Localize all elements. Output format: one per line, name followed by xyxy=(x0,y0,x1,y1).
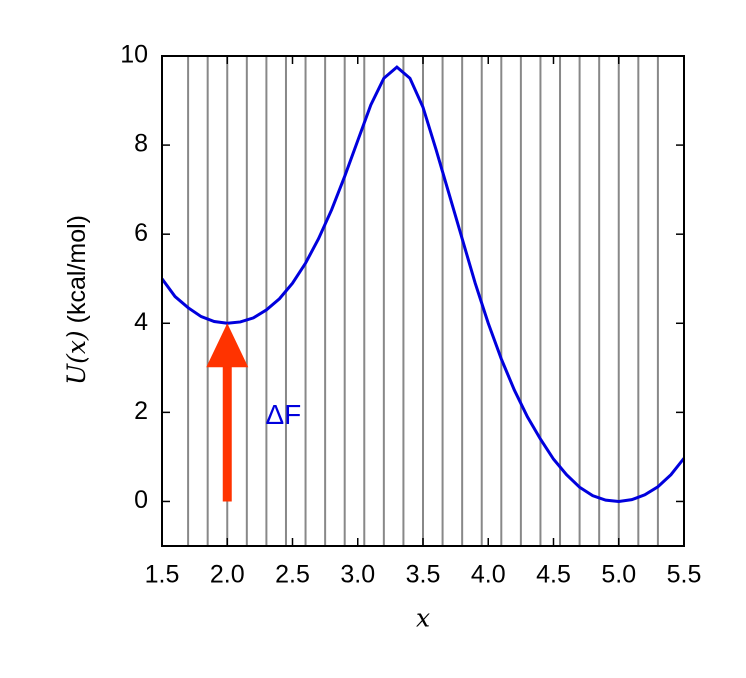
y-tick-label: 4 xyxy=(134,308,148,336)
x-tick-label: 4.0 xyxy=(471,561,506,589)
y-tick-label: 8 xyxy=(134,130,148,158)
y-tick-label: 2 xyxy=(134,397,148,425)
arrow-head xyxy=(206,323,249,368)
y-axis-label: U(x) (kcal/mol) xyxy=(62,215,91,385)
x-tick-label: 5.0 xyxy=(601,561,636,589)
curve xyxy=(160,65,686,503)
x-tick-label: 2.5 xyxy=(275,561,310,589)
annotation: ΔF xyxy=(265,399,301,430)
x-tick-label: 5.5 xyxy=(667,561,702,589)
x-tick-label: 3.0 xyxy=(340,561,375,589)
plot-frame xyxy=(161,55,685,547)
x-tick-label: 2.0 xyxy=(210,561,245,589)
y-tick-label: 10 xyxy=(120,41,148,69)
y-axis-label-unit: (kcal/mol) xyxy=(63,215,91,323)
y-axis-label-math: U(x) xyxy=(62,330,91,385)
x-axis-label: x xyxy=(416,604,430,633)
y-tick-label: 6 xyxy=(134,219,148,247)
x-tick-label: 3.5 xyxy=(406,561,441,589)
x-tick-label: 1.5 xyxy=(145,561,180,589)
y-tick-label: 0 xyxy=(134,486,148,514)
x-tick-label: 4.5 xyxy=(536,561,571,589)
